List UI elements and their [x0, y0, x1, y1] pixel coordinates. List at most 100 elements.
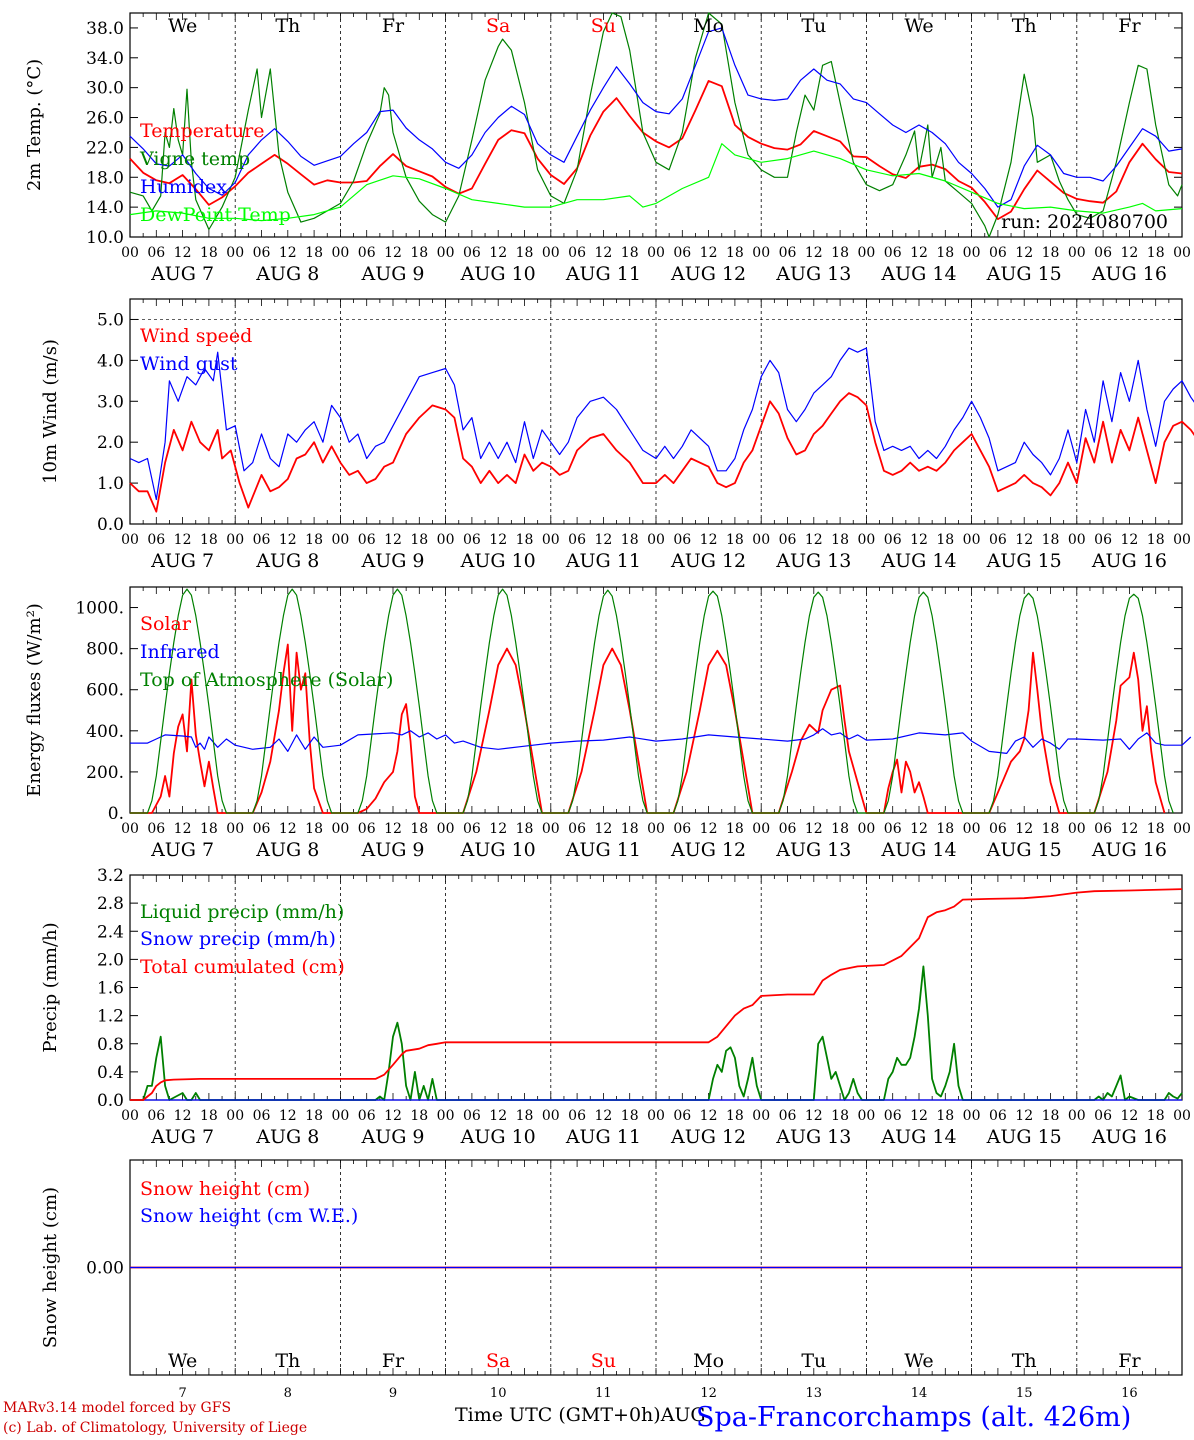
energy-legend-solar: Solar — [140, 613, 192, 635]
lab-credit: (c) Lab. of Climatology, University of L… — [3, 1420, 308, 1436]
snow-y-tick-label: 0.00 — [86, 1259, 124, 1279]
temp-hour-label: 12 — [700, 245, 718, 261]
precip-hour-label: 00 — [542, 1108, 560, 1124]
precip-legend-snow-precip-mm-h-: Snow precip (mm/h) — [140, 928, 336, 950]
precip-y-tick-label: 2.4 — [97, 922, 124, 942]
snow-day-number: 15 — [1016, 1386, 1033, 1401]
energy-y-tick-label: 600. — [86, 681, 124, 701]
wind-date-label: AUG 9 — [360, 550, 424, 572]
wind-hour-label: 00 — [437, 532, 455, 548]
precip-hour-label: 06 — [463, 1108, 481, 1124]
temp-hour-label: 06 — [147, 245, 165, 261]
wind-hour-label: 18 — [305, 532, 323, 548]
wind-y-tick-label: 1.0 — [97, 474, 124, 494]
wind-hour-label: 12 — [279, 532, 297, 548]
temp-hour-label: 00 — [542, 245, 560, 261]
energy-hour-label: 12 — [1015, 821, 1033, 837]
snow-day-of-week: Su — [591, 1350, 616, 1372]
x-axis-label-text: Time UTC (GMT+0h) — [455, 1404, 661, 1426]
temp-hour-label: 12 — [805, 245, 823, 261]
energy-hour-label: 06 — [463, 821, 481, 837]
energy-date-label: AUG 15 — [986, 839, 1062, 861]
temp-date-label: AUG 13 — [775, 263, 851, 285]
energy-hour-label: 18 — [1042, 821, 1060, 837]
precip-date-label: AUG 13 — [775, 1126, 851, 1148]
temp-day-of-week: We — [168, 15, 197, 37]
snow-day-of-week: Th — [275, 1350, 300, 1372]
snow-day-of-week: Mo — [693, 1350, 724, 1372]
precip-hour-label: 00 — [121, 1108, 139, 1124]
energy-hour-label: 18 — [516, 821, 534, 837]
energy-series-infrared — [130, 728, 1192, 755]
temp-hour-label: 18 — [831, 245, 849, 261]
temp-y-tick-label: 18.0 — [86, 168, 124, 188]
temp-y-axis-label: 2m Temp. (°C) — [24, 59, 45, 191]
wind-frame — [129, 298, 1183, 525]
energy-date-label: AUG 7 — [150, 839, 214, 861]
precip-hour-label: 12 — [1015, 1108, 1033, 1124]
precip-y-tick-label: 1.2 — [97, 1007, 124, 1027]
precip-hour-label: 00 — [1068, 1108, 1086, 1124]
temp-hour-label: 12 — [279, 245, 297, 261]
temp-day-of-week: Sa — [486, 15, 510, 37]
wind-hour-label: 18 — [831, 532, 849, 548]
precip-y-tick-label: 0.8 — [97, 1035, 124, 1055]
energy-hour-label: 00 — [1173, 821, 1191, 837]
wind-hour-label: 18 — [200, 532, 218, 548]
temp-date-label: AUG 10 — [460, 263, 536, 285]
wind-y-tick-label: 4.0 — [97, 351, 124, 371]
energy-hour-label: 12 — [594, 821, 612, 837]
precip-hour-label: 00 — [1173, 1108, 1191, 1124]
temp-date-label: AUG 7 — [150, 263, 214, 285]
precip-hour-label: 18 — [200, 1108, 218, 1124]
temp-y-tick-label: 22.0 — [86, 138, 124, 158]
temp-date-label: AUG 12 — [670, 263, 746, 285]
energy-date-label: AUG 9 — [360, 839, 424, 861]
energy-hour-label: 18 — [305, 821, 323, 837]
temp-hour-label: 18 — [621, 245, 639, 261]
temp-hour-label: 12 — [174, 245, 192, 261]
energy-hour-label: 00 — [1068, 821, 1086, 837]
precip-date-label: AUG 16 — [1091, 1126, 1167, 1148]
wind-hour-label: 00 — [226, 532, 244, 548]
precip-date-label: AUG 7 — [150, 1126, 214, 1148]
wind-hour-label: 06 — [358, 532, 376, 548]
energy-hour-label: 12 — [489, 821, 507, 837]
snow-day-of-week: Tu — [801, 1350, 826, 1372]
temp-series-humidex — [129, 27, 1183, 208]
precip-hour-label: 18 — [726, 1108, 744, 1124]
precip-hour-label: 12 — [279, 1108, 297, 1124]
temp-legend-vigne-temp: Vigne temp — [139, 148, 250, 170]
temp-hour-label: 06 — [673, 245, 691, 261]
temp-hour-label: 12 — [1120, 245, 1138, 261]
energy-legend-top-of-atmosphere-solar-: Top of Atmosphere (Solar) — [140, 669, 393, 691]
wind-hour-label: 06 — [1094, 532, 1112, 548]
snow-day-of-week: We — [168, 1350, 197, 1372]
energy-hour-label: 12 — [700, 821, 718, 837]
wind-hour-label: 06 — [673, 532, 691, 548]
precip-date-label: AUG 12 — [670, 1126, 746, 1148]
energy-y-tick-label: 400. — [86, 722, 124, 742]
temp-day-of-week: We — [904, 15, 933, 37]
precip-legend-total-cumulated-cm-: Total cumulated (cm) — [140, 956, 345, 978]
snow-day-number: 8 — [284, 1386, 292, 1401]
precip-hour-label: 06 — [989, 1108, 1007, 1124]
precip-hour-label: 06 — [147, 1108, 165, 1124]
temp-hour-label: 18 — [936, 245, 954, 261]
precip-y-tick-label: 0.4 — [97, 1063, 124, 1083]
energy-y-tick-label: 1000. — [75, 599, 124, 619]
temp-day-of-week: Mo — [693, 15, 724, 37]
wind-hour-label: 18 — [1042, 532, 1060, 548]
precip-date-label: AUG 8 — [255, 1126, 319, 1148]
x-axis-label-suffix: AUG — [660, 1404, 706, 1426]
energy-series-top-of-atmosphere-solar- — [130, 588, 1174, 814]
wind-y-tick-label: 5.0 — [97, 310, 124, 330]
precip-hour-label: 06 — [884, 1108, 902, 1124]
energy-hour-label: 12 — [805, 821, 823, 837]
wind-hour-label: 18 — [1147, 532, 1165, 548]
temp-y-tick-label: 10.0 — [86, 228, 124, 248]
wind-hour-label: 12 — [384, 532, 402, 548]
precip-hour-label: 18 — [621, 1108, 639, 1124]
snow-day-number: 12 — [700, 1386, 717, 1401]
